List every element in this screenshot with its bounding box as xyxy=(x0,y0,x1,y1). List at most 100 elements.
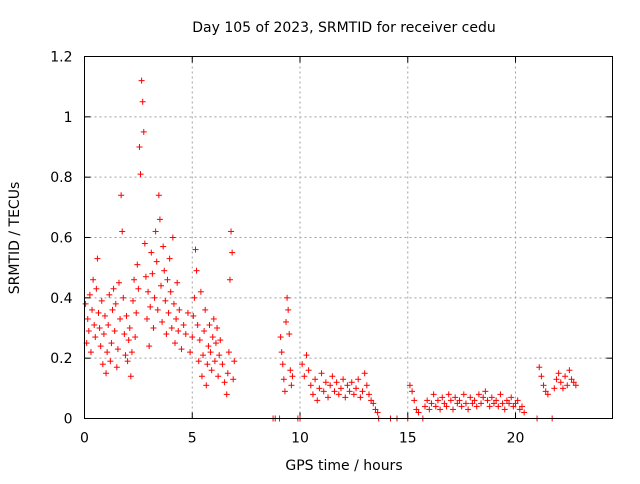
data-point xyxy=(114,346,121,353)
data-point xyxy=(195,358,202,365)
data-point xyxy=(510,403,517,410)
data-point xyxy=(155,192,162,199)
y-tick-label: 0 xyxy=(64,412,73,428)
data-point xyxy=(174,279,181,286)
data-point xyxy=(287,367,294,374)
data-point xyxy=(484,397,491,404)
data-point xyxy=(486,403,493,410)
data-point xyxy=(312,376,319,383)
chart-title: Day 105 of 2023, SRMTID for receiver ced… xyxy=(192,20,495,36)
data-point xyxy=(230,376,237,383)
data-point xyxy=(168,325,175,331)
data-point xyxy=(123,312,130,319)
data-point xyxy=(465,406,472,413)
data-point xyxy=(198,373,205,380)
data-point xyxy=(170,300,177,307)
data-point xyxy=(224,370,231,377)
data-point xyxy=(221,379,228,386)
data-point xyxy=(84,315,91,322)
data-point xyxy=(211,358,218,365)
data-point xyxy=(514,397,521,404)
data-point xyxy=(331,388,338,395)
data-point xyxy=(544,391,551,398)
data-point xyxy=(141,240,148,247)
x-tick-label: 0 xyxy=(80,431,89,447)
data-point xyxy=(280,376,287,383)
data-point xyxy=(278,349,285,356)
data-point xyxy=(207,349,214,356)
data-point xyxy=(503,397,510,404)
data-point xyxy=(149,270,156,277)
data-point xyxy=(94,255,101,262)
data-point xyxy=(277,334,284,341)
data-point xyxy=(562,373,569,380)
data-point xyxy=(159,318,166,325)
data-point xyxy=(180,321,187,328)
data-point xyxy=(175,328,182,335)
data-point xyxy=(100,331,107,338)
data-point xyxy=(497,391,504,398)
data-point xyxy=(553,376,560,383)
data-point xyxy=(281,388,288,395)
data-point xyxy=(151,294,158,301)
data-point xyxy=(92,334,99,341)
tick-layer: 0 0.2 0.4 0.6 0.8 1 1.2 0 5 10 15 20 xyxy=(50,50,613,447)
data-point xyxy=(160,243,167,250)
data-point xyxy=(228,228,235,235)
data-point xyxy=(131,276,138,283)
data-point xyxy=(480,394,487,401)
data-point xyxy=(161,267,168,274)
data-point xyxy=(340,376,347,383)
data-point xyxy=(208,367,215,374)
data-point xyxy=(516,406,523,413)
data-point xyxy=(184,309,191,316)
data-point xyxy=(538,373,545,380)
data-point xyxy=(325,394,332,401)
data-point xyxy=(374,409,381,416)
data-point xyxy=(406,382,413,389)
data-point xyxy=(189,334,196,341)
data-point xyxy=(454,400,461,407)
data-point xyxy=(314,397,321,404)
data-point xyxy=(286,331,293,338)
data-point xyxy=(430,391,437,398)
data-point xyxy=(284,294,291,301)
data-point xyxy=(147,303,154,310)
data-point xyxy=(118,192,125,199)
data-point xyxy=(309,391,316,398)
x-tick-label: 20 xyxy=(507,431,525,447)
y-tick-label: 1 xyxy=(64,110,73,126)
data-point xyxy=(434,397,441,404)
data-point xyxy=(409,388,416,395)
data-point xyxy=(443,403,450,410)
data-point xyxy=(344,382,351,389)
data-point xyxy=(108,340,115,347)
data-point xyxy=(137,171,144,178)
data-point xyxy=(204,361,211,368)
data-point xyxy=(196,337,203,344)
data-point xyxy=(95,309,102,316)
data-points xyxy=(82,77,579,422)
data-point xyxy=(452,394,459,401)
data-point xyxy=(540,382,547,389)
data-point xyxy=(512,400,519,407)
data-point xyxy=(107,358,114,365)
data-point xyxy=(154,306,161,313)
data-point xyxy=(551,385,558,392)
data-point xyxy=(85,328,92,335)
x-tick-label: 5 xyxy=(188,431,197,447)
data-point xyxy=(518,403,525,410)
data-point xyxy=(104,349,111,356)
data-point xyxy=(471,397,478,404)
data-point xyxy=(437,406,444,413)
data-point xyxy=(202,306,209,313)
data-point xyxy=(363,382,370,389)
y-tick-label: 1.2 xyxy=(50,50,72,66)
data-point xyxy=(411,397,418,404)
data-point xyxy=(450,406,457,413)
data-point xyxy=(97,343,104,350)
data-point xyxy=(121,331,128,338)
data-point xyxy=(105,321,112,328)
data-point xyxy=(501,406,508,413)
data-point xyxy=(299,361,306,368)
